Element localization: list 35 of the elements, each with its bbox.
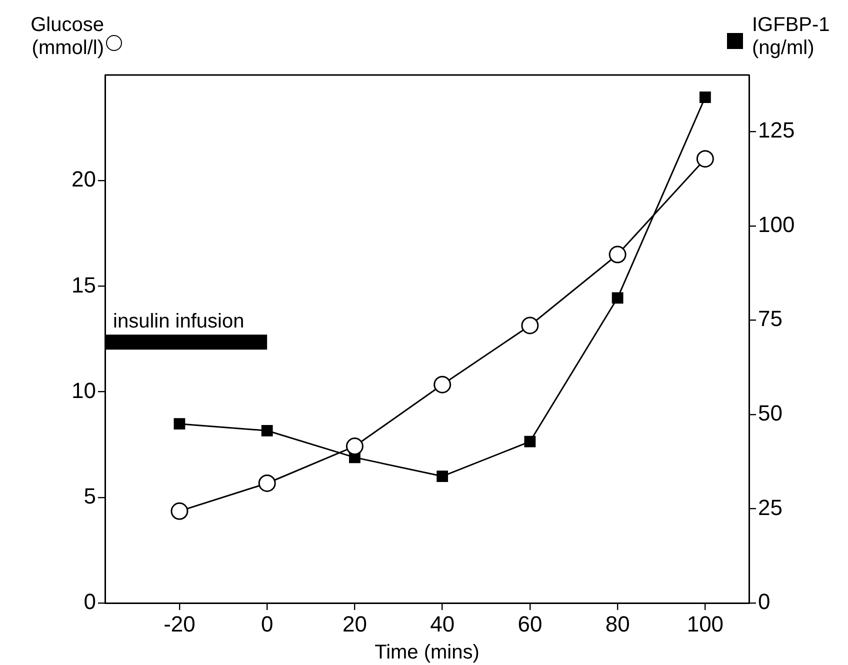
point: [436, 470, 448, 482]
series-label: insulin infusion: [113, 310, 244, 333]
point: [612, 292, 624, 304]
x-tick-label: 40: [430, 611, 455, 636]
x-tick-label: 80: [605, 611, 630, 636]
y-tick-label: 20: [72, 166, 96, 192]
x-axis-title: Time (mins): [374, 642, 480, 664]
point: [699, 92, 711, 103]
y-tick-label: 15: [72, 272, 96, 298]
point: [524, 436, 536, 448]
y2-tick-label: 25: [758, 494, 782, 520]
y-tick-label: 5: [84, 483, 96, 508]
y-tick-label: 10: [72, 378, 96, 403]
point: [434, 376, 452, 394]
x-tick-label: 100: [686, 611, 724, 636]
y2-tick-label: 75: [758, 306, 782, 332]
point: [521, 316, 539, 334]
y-tick-label: 0: [84, 589, 96, 614]
point: [258, 474, 276, 492]
x-tick-label: 0: [260, 611, 274, 636]
point: [696, 150, 714, 168]
point: [170, 502, 188, 520]
point: [346, 438, 364, 456]
y2-tick-label: 0: [758, 589, 770, 614]
y-axis-title: Glucose (mmol/l): [30, 14, 104, 60]
y2-axis-title: IGFBP-1 (ng/ml): [752, 14, 831, 60]
x-tick-label: 60: [518, 611, 542, 636]
y2-tick-label: 100: [758, 212, 795, 237]
point: [261, 424, 273, 436]
y2-tick-label: 50: [758, 400, 782, 426]
x-tick-label: 20: [342, 611, 367, 636]
x-tick-label: -20: [164, 611, 196, 636]
y2-tick-label: 125: [758, 118, 795, 143]
point: [174, 418, 186, 430]
point: [608, 246, 626, 264]
